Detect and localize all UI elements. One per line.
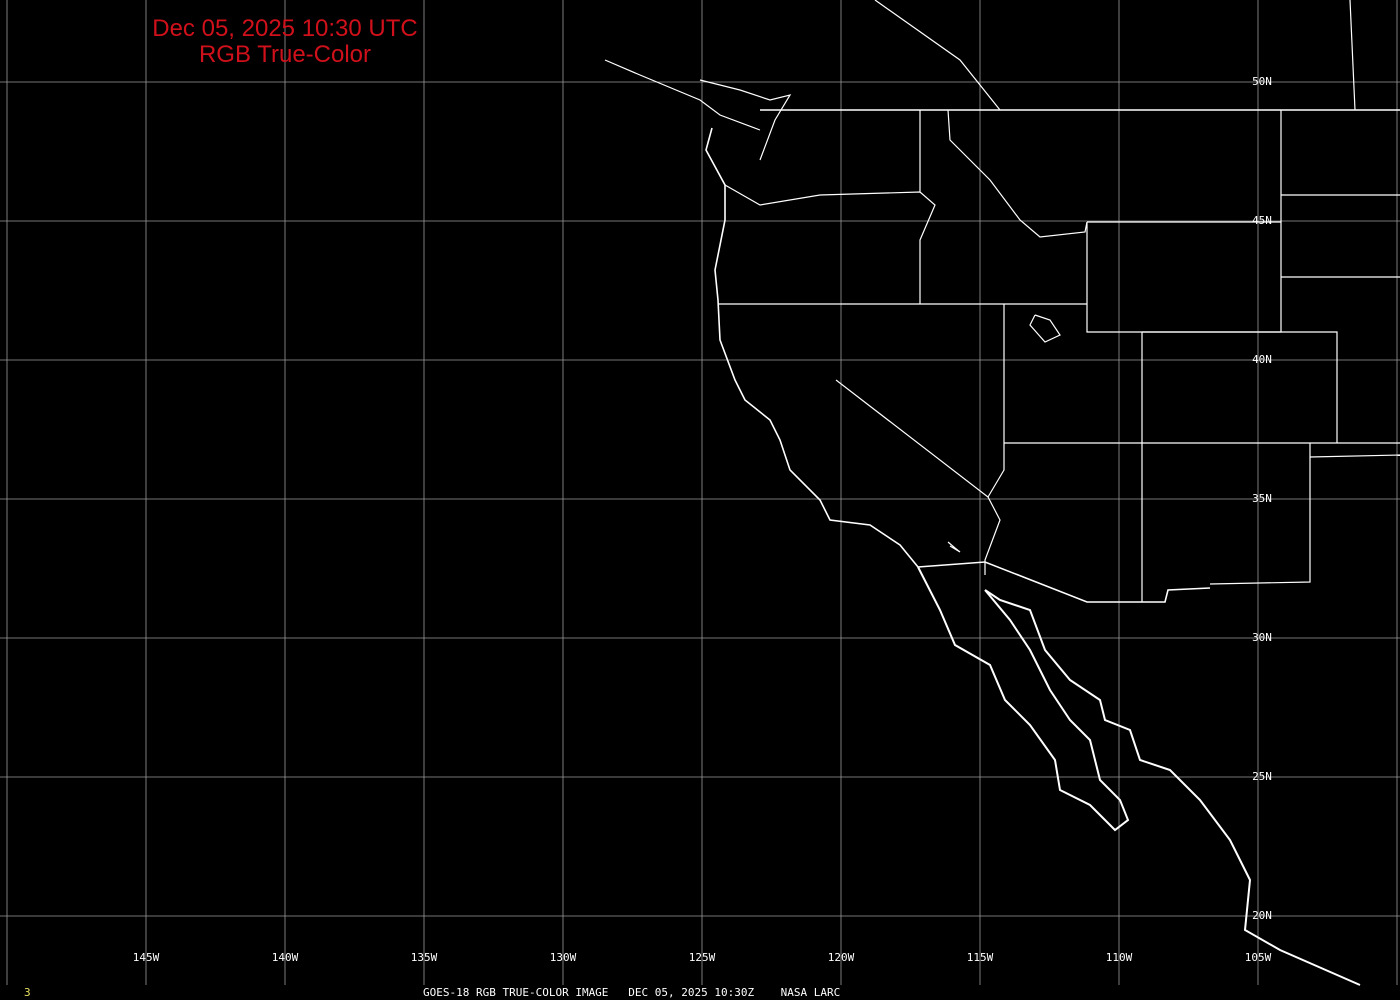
border-ca-nv bbox=[835, 379, 1001, 575]
border-us-mexico bbox=[917, 561, 1211, 603]
latitude-label: 50N bbox=[1252, 75, 1272, 88]
longitude-label: 145W bbox=[133, 951, 160, 964]
border-co bbox=[1142, 331, 1338, 443]
longitude-label: 140W bbox=[272, 951, 299, 964]
longitude-label: 115W bbox=[967, 951, 994, 964]
map-title-datetime: Dec 05, 2025 10:30 UTC bbox=[152, 15, 418, 42]
border-wa-or bbox=[724, 184, 936, 304]
border-nm-east bbox=[1209, 443, 1311, 585]
great-salt-lake bbox=[1029, 314, 1061, 343]
footer-caption: GOES-18 RGB TRUE-COLOR IMAGE DEC 05, 202… bbox=[423, 986, 841, 999]
latitude-label: 25N bbox=[1252, 770, 1272, 783]
border-wy bbox=[1086, 221, 1282, 333]
longitude-label: 135W bbox=[411, 951, 438, 964]
coastlines-and-borders bbox=[604, 0, 1400, 986]
latitude-label: 40N bbox=[1252, 353, 1272, 366]
coastline-mexico bbox=[984, 589, 1361, 986]
coastline-baja-west bbox=[917, 566, 1130, 832]
border-nv-ut bbox=[987, 304, 1005, 498]
salton-sea bbox=[947, 541, 961, 553]
longitude-label: 125W bbox=[689, 951, 716, 964]
border-ok bbox=[1309, 454, 1400, 458]
longitude-label: 130W bbox=[550, 951, 577, 964]
longitude-label: 105W bbox=[1245, 951, 1272, 964]
coastline-west bbox=[604, 59, 761, 131]
latitude-label: 20N bbox=[1252, 909, 1272, 922]
latitude-label: 30N bbox=[1252, 631, 1272, 644]
coastline-west bbox=[705, 127, 919, 568]
border-canada-prov bbox=[1349, 0, 1356, 111]
latitude-label: 45N bbox=[1252, 214, 1272, 227]
coastline-puget bbox=[699, 79, 792, 161]
longitude-label: 120W bbox=[828, 951, 855, 964]
border-bc-alberta bbox=[874, 0, 1001, 111]
longitude-label: 110W bbox=[1106, 951, 1133, 964]
border-id-mt bbox=[947, 109, 1088, 238]
frame-number: 3 bbox=[24, 986, 31, 999]
map-title-product: RGB True-Color bbox=[198, 41, 372, 68]
latitude-label: 35N bbox=[1252, 492, 1272, 505]
